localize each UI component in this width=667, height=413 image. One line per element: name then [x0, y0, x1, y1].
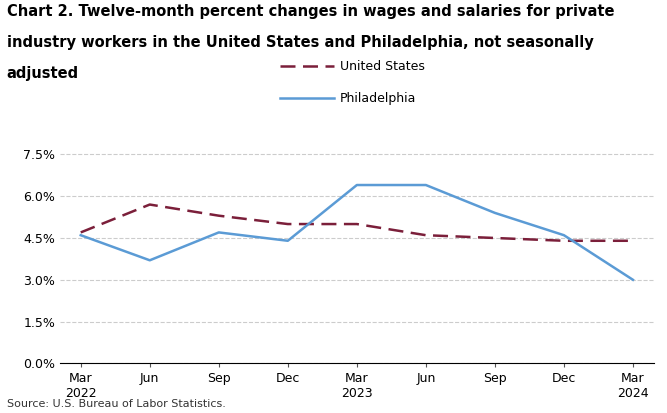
Text: Philadelphia: Philadelphia [340, 92, 417, 105]
Philadelphia [77, 233, 85, 237]
Line: United States: United States [81, 204, 633, 241]
Philadelphia [284, 238, 292, 243]
United States [491, 235, 499, 240]
United States [284, 221, 292, 226]
United States [77, 230, 85, 235]
United States [560, 238, 568, 243]
Philadelphia [560, 233, 568, 237]
Philadelphia [353, 183, 361, 188]
United States [353, 221, 361, 226]
Philadelphia [629, 278, 637, 282]
Text: United States: United States [340, 59, 425, 73]
United States [629, 238, 637, 243]
Line: Philadelphia: Philadelphia [81, 185, 633, 280]
United States [215, 213, 223, 218]
Text: industry workers in the United States and Philadelphia, not seasonally: industry workers in the United States an… [7, 35, 594, 50]
Philadelphia [422, 183, 430, 188]
Philadelphia [146, 258, 154, 263]
Text: Source: U.S. Bureau of Labor Statistics.: Source: U.S. Bureau of Labor Statistics. [7, 399, 225, 409]
Philadelphia [491, 210, 499, 215]
Philadelphia [215, 230, 223, 235]
United States [422, 233, 430, 237]
United States [146, 202, 154, 207]
Text: Chart 2. Twelve-month percent changes in wages and salaries for private: Chart 2. Twelve-month percent changes in… [7, 4, 614, 19]
Text: adjusted: adjusted [7, 66, 79, 81]
